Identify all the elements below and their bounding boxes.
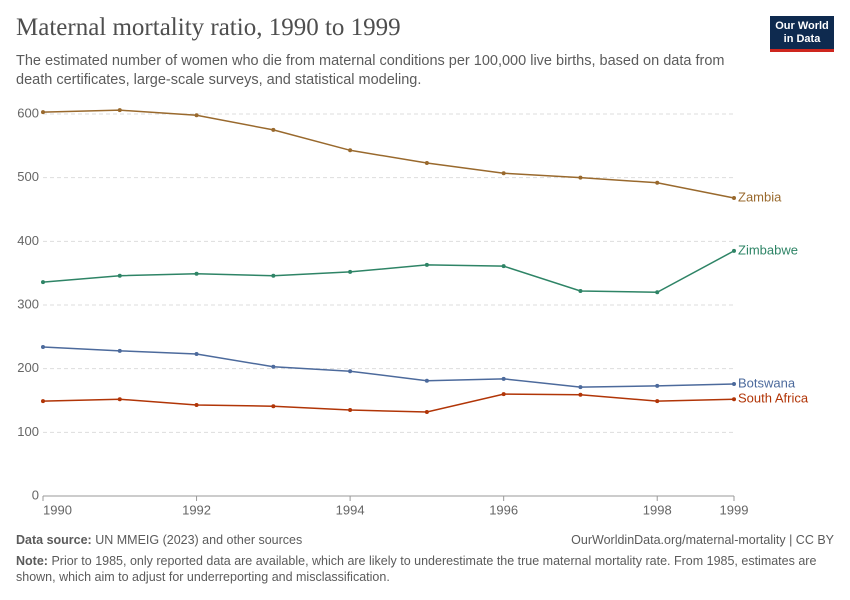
point xyxy=(732,397,736,402)
point xyxy=(578,288,583,293)
point xyxy=(41,280,45,285)
point xyxy=(501,392,506,397)
series-line xyxy=(42,250,735,294)
point xyxy=(117,348,122,353)
y-tick-label: 500 xyxy=(17,169,39,184)
point xyxy=(578,392,583,397)
point xyxy=(41,399,45,404)
note-label: Note: xyxy=(16,554,48,568)
point xyxy=(271,273,276,278)
note-text: Prior to 1985, only reported data are av… xyxy=(16,554,817,584)
y-tick-label: 600 xyxy=(17,105,39,120)
y-tick-label: 100 xyxy=(17,424,39,439)
series-line xyxy=(42,109,735,199)
note: Note: Prior to 1985, only reported data … xyxy=(16,553,836,585)
series-line xyxy=(42,346,735,388)
point xyxy=(424,378,429,383)
y-tick-label: 0 xyxy=(32,487,39,502)
point xyxy=(348,369,353,374)
point xyxy=(655,290,660,295)
point xyxy=(117,108,122,113)
point xyxy=(732,196,736,201)
y-tick-label: 200 xyxy=(17,360,39,375)
point xyxy=(348,269,353,274)
point xyxy=(578,385,583,390)
chart-title: Maternal mortality ratio, 1990 to 1999 xyxy=(16,14,401,41)
point xyxy=(655,180,660,185)
x-tick-label: 1998 xyxy=(643,502,672,517)
point xyxy=(117,397,122,402)
point xyxy=(655,383,660,388)
point xyxy=(348,408,353,413)
line-label: Botswana xyxy=(738,375,796,390)
point xyxy=(732,248,736,253)
line-label: Zambia xyxy=(738,189,782,204)
logo-line: Our World xyxy=(775,20,829,32)
series-line xyxy=(42,393,735,413)
line-label: South Africa xyxy=(738,391,809,406)
y-tick-label: 400 xyxy=(17,233,39,248)
point xyxy=(578,175,583,180)
x-tick-label: 1996 xyxy=(489,502,518,517)
x-tick-label: 1994 xyxy=(336,502,365,517)
point xyxy=(41,110,45,115)
point xyxy=(348,148,353,153)
point xyxy=(424,262,429,267)
source: Data source: UN MMEIG (2023) and other s… xyxy=(16,533,302,547)
x-tick-label: 1992 xyxy=(182,502,211,517)
url[interactable]: OurWorldinData.org/maternal-mortality | … xyxy=(571,533,834,547)
logo-line: in Data xyxy=(783,33,821,45)
point xyxy=(41,345,45,350)
point xyxy=(501,376,506,381)
point xyxy=(117,273,122,278)
point xyxy=(194,113,199,118)
line-label: Zimbabwe xyxy=(738,242,798,257)
y-tick-label: 300 xyxy=(17,296,39,311)
point xyxy=(732,381,736,386)
point xyxy=(194,402,199,407)
point xyxy=(271,404,276,409)
point xyxy=(424,409,429,414)
x-tick-label: 1990 xyxy=(43,502,72,517)
x-tick-label: 1999 xyxy=(720,502,749,517)
point xyxy=(655,399,660,404)
point xyxy=(501,264,506,269)
source-text: UN MMEIG (2023) and other sources xyxy=(95,533,303,547)
point xyxy=(194,352,199,357)
point xyxy=(501,171,506,176)
chart-subtitle: The estimated number of women who die fr… xyxy=(16,53,725,88)
logo[interactable]: Our World in Data xyxy=(770,16,834,52)
source-label: Data source: xyxy=(16,533,92,547)
point xyxy=(424,161,429,166)
point xyxy=(271,364,276,369)
point xyxy=(271,127,276,132)
point xyxy=(194,271,199,276)
